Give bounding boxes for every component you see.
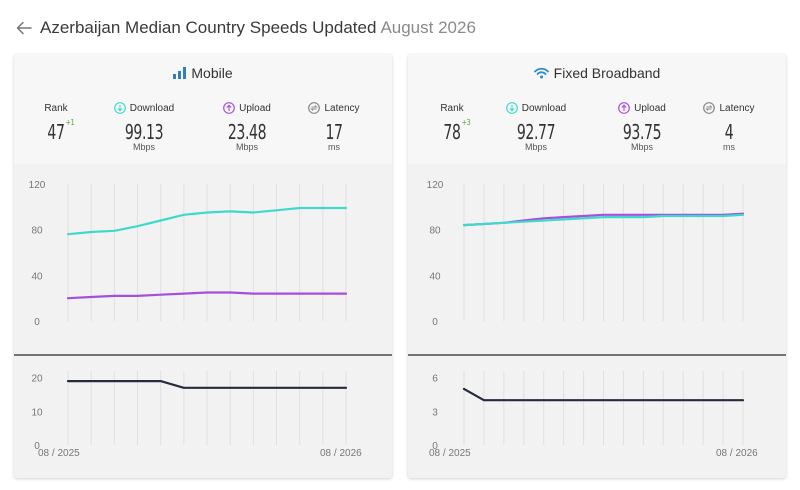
download-value: 99.13 <box>124 120 164 144</box>
rank-value: 78 +3 <box>443 118 471 144</box>
wifi-icon <box>533 67 549 79</box>
back-button[interactable] <box>14 18 34 38</box>
rank-change: +3 <box>461 118 471 127</box>
rank-label: Rank <box>44 102 68 114</box>
latency-unit: ms <box>723 142 735 152</box>
latency-icon <box>308 102 321 114</box>
mobile-latency-metric: Latency 17 ms <box>294 101 374 152</box>
upload-value: 23.48 <box>227 120 267 144</box>
fixed-chart: 0 40 80 120 0 3 6 <box>408 180 786 452</box>
chart-end-date: 08 / 2026 <box>320 448 362 459</box>
speed-tick-label: 80 <box>429 226 441 237</box>
latency-value: 17 <box>325 120 343 144</box>
upload-icon <box>223 102 236 114</box>
fixed-upload-metric: Upload 93.75 Mbps <box>602 101 682 152</box>
signal-bars-icon <box>173 67 187 79</box>
mobile-card-header: Mobile Rank 47 +1 Download 99.13 Mbps Upl… <box>14 54 392 164</box>
fixed-rank-metric: Rank 78 +3 <box>412 101 492 145</box>
download-series-line <box>66 206 348 236</box>
latency-tick-label: 20 <box>31 374 43 385</box>
download-value: 92.77 <box>516 120 556 144</box>
fixed-download-metric: Download 92.77 Mbps <box>496 101 576 152</box>
page-title: Azerbaijan Median Country Speeds Updated… <box>40 18 476 38</box>
latency-tick-label: 6 <box>432 374 438 385</box>
upload-label: Upload <box>207 101 287 115</box>
speed-tick-label: 0 <box>34 317 40 328</box>
upload-value: 93.75 <box>622 120 662 144</box>
fixed-card-header: Fixed Broadband Rank 78 +3 Download 92.77… <box>408 54 786 164</box>
upload-icon <box>618 102 631 114</box>
mobile-card-title: Mobile <box>14 65 392 81</box>
rank-number: 47 <box>47 120 65 144</box>
chart-start-date: 08 / 2025 <box>38 448 80 459</box>
upload-series-line <box>66 291 348 300</box>
latency-icon <box>703 102 716 114</box>
mobile-upload-metric: Upload 23.48 Mbps <box>207 101 287 152</box>
arrow-left-icon <box>16 21 32 35</box>
rank-label: Rank <box>440 102 464 114</box>
card-title-text: Fixed Broadband <box>553 65 661 81</box>
rank-value: 47 +1 <box>47 118 75 144</box>
latency-series-line <box>66 380 348 389</box>
upload-unit: Mbps <box>630 142 653 152</box>
download-label: Download <box>496 101 576 115</box>
latency-series-line <box>462 387 745 402</box>
upload-label-text: Upload <box>634 102 666 114</box>
upload-label: Upload <box>602 101 682 115</box>
speed-tick-label: 0 <box>432 317 438 328</box>
latency-tick-label: 0 <box>432 441 438 452</box>
fixed-card-title: Fixed Broadband <box>408 65 786 81</box>
page-header: Azerbaijan Median Country Speeds Updated… <box>14 16 476 40</box>
title-text: Azerbaijan Median Country Speeds Updated <box>40 18 377 37</box>
download-icon <box>113 102 126 114</box>
download-label-text: Download <box>521 102 567 114</box>
download-label-text: Download <box>129 102 175 114</box>
download-series-line <box>462 213 745 227</box>
speed-tick-label: 80 <box>31 226 43 237</box>
speed-tick-label: 40 <box>429 271 441 282</box>
mobile-chart: 0 40 80 120 0 10 20 <box>14 180 392 452</box>
latency-tick-label: 0 <box>34 441 40 452</box>
upload-label-text: Upload <box>239 102 271 114</box>
download-unit: Mbps <box>524 142 547 152</box>
chart-start-date: 08 / 2025 <box>429 448 471 459</box>
latency-label-text: Latency <box>324 102 360 114</box>
download-unit: Mbps <box>132 142 155 152</box>
fixed-latency-metric: Latency 4 ms <box>689 101 769 152</box>
chart-end-date: 08 / 2026 <box>716 448 758 459</box>
latency-label: Latency <box>689 101 769 115</box>
latency-tick-label: 10 <box>31 407 43 418</box>
mobile-card: Mobile Rank 47 +1 Download 99.13 Mbps Upl… <box>14 54 392 478</box>
latency-tick-label: 3 <box>432 407 438 418</box>
mobile-download-metric: Download 99.13 Mbps <box>104 101 184 152</box>
mobile-rank-metric: Rank 47 +1 <box>16 101 96 145</box>
download-label: Download <box>104 101 184 115</box>
speed-tick-label: 120 <box>427 180 444 191</box>
speed-tick-label: 120 <box>29 180 46 191</box>
latency-label: Latency <box>294 101 374 115</box>
upload-unit: Mbps <box>235 142 258 152</box>
speed-tick-label: 40 <box>31 271 43 282</box>
title-date: August 2026 <box>380 18 476 37</box>
rank-change: +1 <box>65 118 75 127</box>
latency-value: 4 <box>724 120 734 144</box>
card-title-text: Mobile <box>191 65 233 81</box>
download-icon <box>505 102 518 114</box>
latency-label-text: Latency <box>719 102 755 114</box>
rank-number: 78 <box>443 120 461 144</box>
latency-unit: ms <box>328 142 340 152</box>
fixed-broadband-card: Fixed Broadband Rank 78 +3 Download 92.77… <box>408 54 786 478</box>
